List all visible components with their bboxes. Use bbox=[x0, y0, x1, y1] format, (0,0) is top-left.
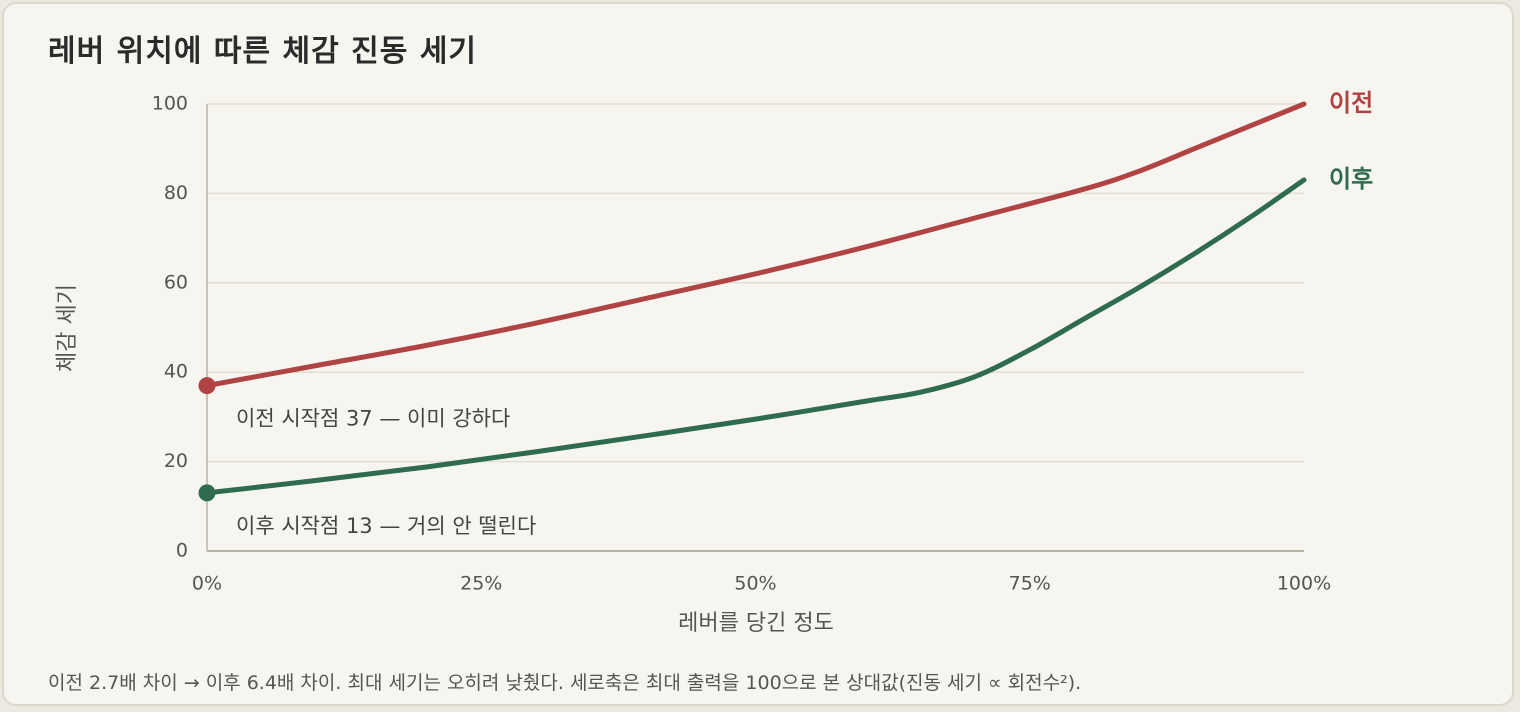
x-tick-label: 25% bbox=[460, 573, 502, 595]
grid bbox=[207, 103, 1304, 463]
series bbox=[198, 101, 1307, 502]
x-tick-label: 75% bbox=[1009, 573, 1051, 595]
x-tick-label: 0% bbox=[192, 573, 222, 595]
y-tick-label: 60 bbox=[164, 271, 188, 293]
y-tick-label: 20 bbox=[164, 450, 188, 472]
series-line-after bbox=[204, 177, 1307, 496]
x-axis-title: 레버를 당긴 정도 bbox=[678, 611, 834, 636]
y-axis-title: 체감 세기 bbox=[55, 284, 80, 372]
series-label: 이전 bbox=[1329, 89, 1373, 117]
start-annotation: 이후 시작점 13 — 거의 안 떨린다 bbox=[236, 514, 536, 538]
chart-title: 레버 위치에 따른 체감 진동 세기 bbox=[48, 34, 478, 69]
series-line-before bbox=[204, 101, 1307, 389]
start-point-marker bbox=[198, 377, 216, 395]
y-tick-label: 40 bbox=[164, 361, 188, 383]
footnote: 이전 2.7배 차이 → 이후 6.4배 차이. 최대 세기는 오히려 낮췄다.… bbox=[48, 672, 1082, 694]
y-tick-label: 100 bbox=[152, 93, 188, 115]
x-tick-label: 100% bbox=[1277, 573, 1331, 595]
y-tick-label: 80 bbox=[164, 182, 188, 204]
axes bbox=[206, 104, 1304, 552]
start-annotation: 이전 시작점 37 — 이미 강하다 bbox=[236, 407, 510, 431]
series-label: 이후 bbox=[1329, 165, 1373, 193]
y-tick-label: 0 bbox=[176, 540, 188, 562]
x-tick-label: 50% bbox=[734, 573, 776, 595]
start-point-marker bbox=[198, 484, 216, 502]
